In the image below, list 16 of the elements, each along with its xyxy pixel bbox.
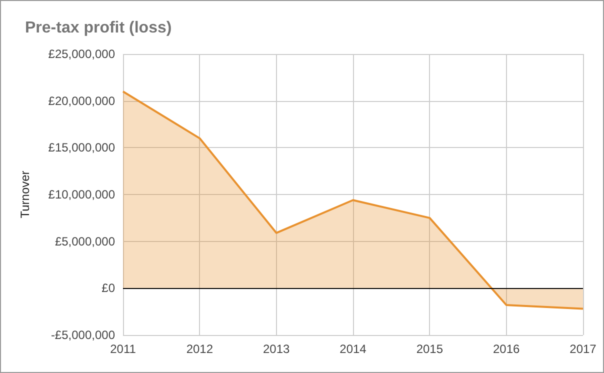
x-tick-label: 2014 bbox=[340, 342, 367, 356]
x-tick-label: 2011 bbox=[110, 342, 136, 356]
y-tick-label: £10,000,000 bbox=[48, 188, 116, 202]
y-axis-title: Turnover bbox=[18, 170, 32, 218]
x-tick-label: 2016 bbox=[492, 342, 520, 356]
y-tick-label: £25,000,000 bbox=[48, 47, 116, 61]
y-tick-label: £0 bbox=[102, 281, 116, 296]
x-tick-label: 2013 bbox=[262, 342, 290, 356]
x-tick-label: 2015 bbox=[416, 342, 444, 356]
y-tick-label: £20,000,000 bbox=[48, 94, 116, 108]
y-tick-label: -£5,000,000 bbox=[50, 328, 116, 342]
chart-title: Pre-tax profit (loss) bbox=[25, 20, 172, 36]
x-tick-label: 2012 bbox=[186, 342, 214, 356]
y-tick-label: £5,000,000 bbox=[54, 234, 116, 248]
x-tick-label: 2017 bbox=[570, 342, 597, 356]
y-tick-label: £15,000,000 bbox=[48, 140, 116, 155]
